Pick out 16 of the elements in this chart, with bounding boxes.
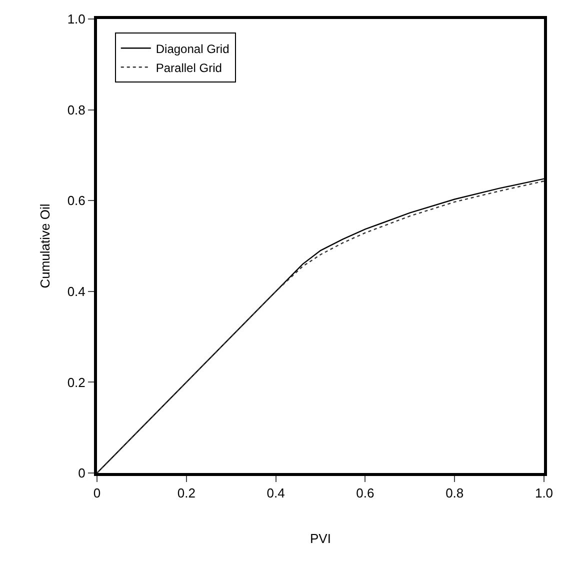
y-tick-label: 0 [78,466,86,481]
x-tick-label: 0.8 [446,486,464,501]
y-axis-title: Cumulative Oil [37,204,52,288]
legend-label: Diagonal Grid [156,42,230,56]
x-tick-label: 0.4 [266,486,285,501]
x-tick-label: 0.2 [177,486,196,501]
x-axis-title: PVI [310,531,331,546]
y-tick-label: 0.6 [67,193,86,208]
y-tick-label: 0.4 [67,284,86,299]
x-tick-label: 1.0 [534,486,554,501]
y-tick-label: 0.8 [67,102,86,118]
y-tick-label: 1.0 [67,12,86,27]
x-tick-label: 0 [93,486,101,501]
y-tick-label: 0.2 [67,374,86,390]
legend-label: Parallel Grid [156,60,222,75]
x-tick-label: 0.6 [356,486,374,501]
